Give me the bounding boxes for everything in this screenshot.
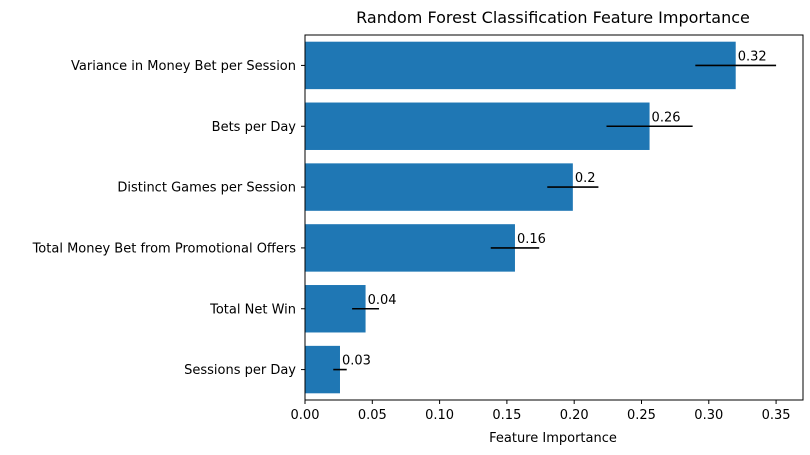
axes-frame <box>304 34 804 401</box>
x-tick-label: 0.25 <box>627 408 656 423</box>
x-axis-label: Feature Importance <box>489 431 617 446</box>
y-tick-label: Sessions per Day <box>184 363 296 378</box>
bars-layer <box>305 41 736 394</box>
x-tick-label: 0.05 <box>358 408 387 423</box>
x-tick-label: 0.20 <box>560 408 589 423</box>
data-label: 0.32 <box>738 49 767 64</box>
data-labels-layer: 0.32 0.26 0.2 0.16 0.04 0.03 <box>342 49 767 368</box>
chart-title: Random Forest Classification Feature Imp… <box>356 8 750 27</box>
y-tick-label: Total Net Win <box>209 302 296 317</box>
x-tick-label: 0.35 <box>762 408 791 423</box>
bar <box>305 102 650 150</box>
y-tick-label: Bets per Day <box>212 120 297 135</box>
y-tick-label: Variance in Money Bet per Session <box>71 59 296 74</box>
y-axis-ticks: Variance in Money Bet per Session Bets pe… <box>32 59 305 378</box>
y-tick-label: Distinct Games per Session <box>117 181 296 196</box>
data-label: 0.04 <box>368 293 397 308</box>
plot-frame <box>304 34 804 401</box>
error-bars-layer <box>333 64 777 371</box>
x-tick-label: 0.30 <box>694 408 723 423</box>
data-label: 0.16 <box>517 232 546 247</box>
data-label: 0.2 <box>575 171 596 186</box>
data-label: 0.26 <box>652 110 681 125</box>
y-tick-label: Total Money Bet from Promotional Offers <box>32 241 297 256</box>
data-label: 0.03 <box>342 354 371 369</box>
bar <box>305 224 515 272</box>
bar <box>305 41 736 90</box>
bar <box>305 163 573 211</box>
x-tick-label: 0.15 <box>492 408 521 423</box>
x-tick-label: 0.10 <box>425 408 454 423</box>
x-tick-label: 0.00 <box>291 408 320 423</box>
x-axis-ticks: 0.00 0.05 0.10 0.15 0.20 0.25 0.30 0.35 <box>291 400 791 423</box>
